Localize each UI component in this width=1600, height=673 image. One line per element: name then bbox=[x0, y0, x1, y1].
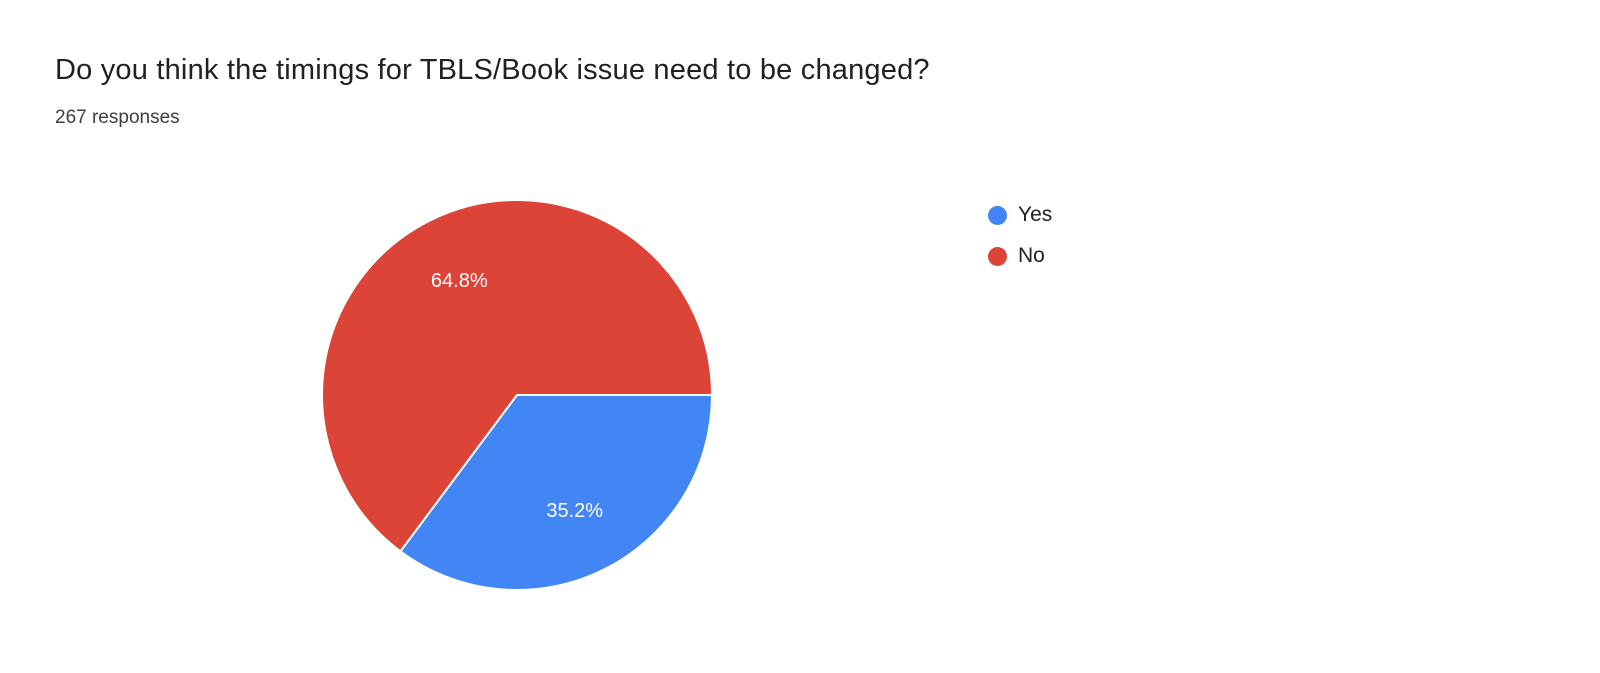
legend-label-no: No bbox=[1018, 244, 1045, 267]
pie-slice-label-yes: 35.2% bbox=[546, 500, 603, 522]
question-title: Do you think the timings for TBLS/Book i… bbox=[55, 54, 930, 86]
responses-count: 267 responses bbox=[55, 107, 180, 128]
pie-slice-no[interactable] bbox=[321, 199, 714, 553]
legend-item-no: No bbox=[988, 242, 1052, 270]
legend-swatch-no-icon bbox=[988, 246, 1007, 266]
pie-chart: 35.2% 64.8% bbox=[320, 198, 714, 592]
legend-swatch-yes-icon bbox=[988, 205, 1007, 225]
chart-legend: Yes No bbox=[988, 201, 1052, 270]
pie-slice-yes[interactable] bbox=[399, 394, 714, 592]
legend-label-yes: Yes bbox=[1018, 203, 1053, 226]
legend-item-yes: Yes bbox=[988, 201, 1052, 229]
pie-slice-label-no: 64.8% bbox=[431, 270, 488, 292]
pie-chart-svg: 35.2% 64.8% bbox=[321, 199, 714, 592]
